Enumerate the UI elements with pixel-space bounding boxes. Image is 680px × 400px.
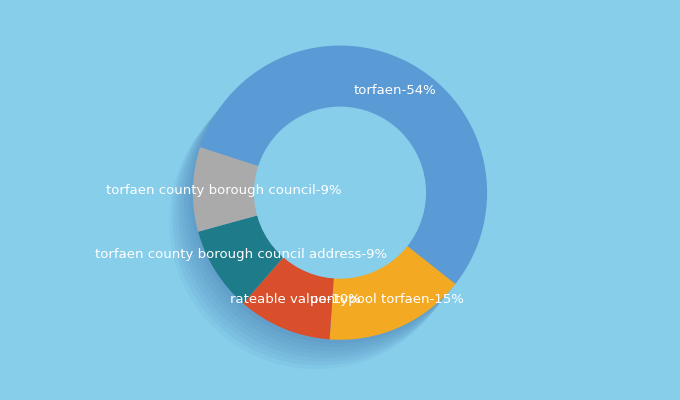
Wedge shape [169,177,235,261]
Wedge shape [192,223,278,311]
Wedge shape [243,257,334,339]
Wedge shape [187,154,253,239]
Wedge shape [195,219,281,307]
Wedge shape [226,279,316,362]
Wedge shape [240,260,331,343]
Text: torfaen county borough council-9%: torfaen county borough council-9% [106,184,341,196]
Wedge shape [197,49,484,288]
Wedge shape [191,56,478,295]
Wedge shape [306,275,432,369]
Wedge shape [184,234,269,322]
Wedge shape [175,169,241,254]
Wedge shape [235,268,325,350]
Wedge shape [222,282,313,365]
Wedge shape [200,46,487,284]
Wedge shape [228,275,319,358]
Wedge shape [177,75,464,314]
Wedge shape [184,158,250,243]
Wedge shape [189,226,275,314]
Wedge shape [190,151,256,235]
Wedge shape [181,162,247,246]
Wedge shape [237,264,328,347]
Text: rateable value-10%: rateable value-10% [230,294,360,306]
Text: torfaen county borough council address-9%: torfaen county borough council address-9… [95,248,388,261]
Wedge shape [198,215,284,303]
Wedge shape [324,253,449,347]
Wedge shape [330,246,456,340]
Wedge shape [318,260,443,354]
Wedge shape [326,249,452,344]
Wedge shape [182,68,469,306]
Wedge shape [231,272,322,354]
Text: pontypool torfaen-15%: pontypool torfaen-15% [310,292,464,306]
Wedge shape [188,60,475,299]
Wedge shape [315,264,441,358]
Wedge shape [178,166,244,250]
Wedge shape [175,245,260,333]
Wedge shape [186,64,473,302]
Circle shape [255,107,425,278]
Wedge shape [309,272,435,366]
Wedge shape [186,230,272,318]
Wedge shape [312,268,438,362]
Text: torfaen-54%: torfaen-54% [354,84,437,97]
Wedge shape [180,71,466,310]
Wedge shape [194,53,481,292]
Wedge shape [177,241,263,329]
Wedge shape [321,257,447,351]
Wedge shape [180,237,266,326]
Wedge shape [172,173,238,258]
Wedge shape [220,286,310,369]
Wedge shape [193,147,259,232]
